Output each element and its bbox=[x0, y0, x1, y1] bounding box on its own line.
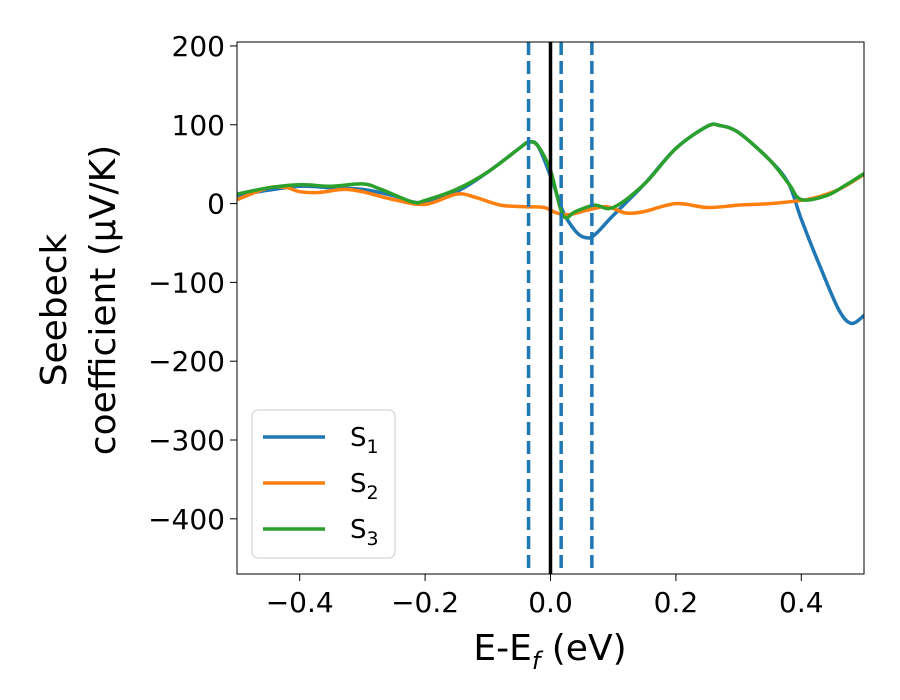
x-tick-label: −0.2 bbox=[391, 586, 459, 619]
y-axis-label-line1: Seebeck bbox=[34, 233, 75, 386]
legend-label-s3: S3 bbox=[350, 515, 379, 550]
y-tick-label: 0 bbox=[207, 188, 225, 221]
y-axis-label-line2: coefficient (μV/K) bbox=[83, 145, 124, 455]
y-tick-label: −300 bbox=[148, 424, 225, 457]
y-tick-label: −100 bbox=[148, 266, 225, 299]
x-axis-label: E-Ef (eV) bbox=[473, 628, 626, 675]
x-axis-label-main: E-E bbox=[473, 628, 531, 669]
x-tick-label: 0.4 bbox=[779, 586, 824, 619]
x-tick-label: 0.0 bbox=[528, 586, 573, 619]
y-tick-label: −400 bbox=[148, 503, 225, 536]
legend-label-s1: S1 bbox=[350, 423, 379, 458]
x-tick-label: −0.4 bbox=[266, 586, 334, 619]
legend: S1 S2 S3 bbox=[251, 409, 396, 559]
y-axis: 200 100 0 −100 −200 −300 −400 bbox=[148, 30, 237, 536]
series-line-s3 bbox=[237, 122, 864, 220]
x-axis: −0.4 −0.2 0.0 0.2 0.4 bbox=[266, 574, 824, 619]
y-tick-label: 100 bbox=[172, 109, 225, 142]
reference-lines bbox=[526, 42, 594, 574]
x-tick-label: 0.2 bbox=[654, 586, 699, 619]
y-tick-label: 200 bbox=[172, 30, 225, 63]
y-tick-label: −200 bbox=[148, 345, 225, 378]
legend-label-s2: S2 bbox=[350, 469, 379, 504]
x-axis-label-unit: (eV) bbox=[540, 628, 626, 669]
